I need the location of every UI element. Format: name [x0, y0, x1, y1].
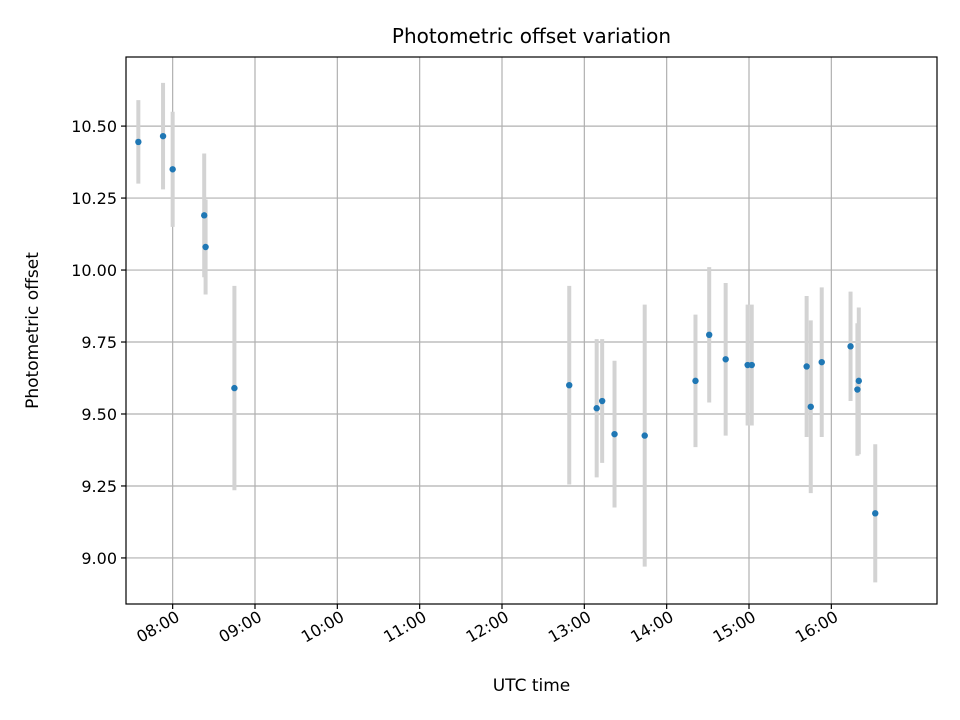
data-point: [706, 331, 713, 339]
y-tick-label: 10.50: [71, 117, 117, 136]
data-point: [231, 384, 238, 392]
y-tick-label: 9.75: [81, 333, 117, 352]
y-axis-label: Photometric offset: [23, 252, 43, 409]
y-tick-label: 10.00: [71, 261, 117, 280]
data-point: [641, 432, 648, 439]
data-point: [807, 403, 814, 410]
data-point: [611, 430, 618, 438]
data-point: [159, 132, 167, 140]
data-point: [593, 405, 600, 412]
data-point: [855, 377, 862, 385]
data-point: [854, 386, 861, 393]
y-axis: 9.00 9.25 9.50 9.75 10.00 10.25 10.50: [71, 117, 126, 568]
y-tick-label: 9.00: [81, 549, 117, 568]
data-point: [201, 212, 208, 219]
chart-title: Photometric offset variation: [392, 24, 671, 48]
data-point: [598, 397, 606, 405]
data-point: [872, 510, 879, 517]
data-point: [202, 243, 209, 251]
plot-frame: [125, 56, 938, 605]
y-tick-label: 9.25: [81, 477, 117, 496]
y-tick-label: 10.25: [71, 189, 117, 208]
data-point: [692, 377, 699, 385]
data-point: [135, 138, 142, 146]
data-point: [748, 361, 755, 369]
data-point: [847, 343, 854, 350]
grid: [126, 57, 937, 604]
x-axis-label: UTC time: [493, 676, 571, 696]
data-point: [722, 356, 729, 363]
y-tick-label: 9.50: [81, 405, 117, 424]
data-point: [818, 358, 825, 366]
data-point: [566, 382, 573, 389]
data-points: [135, 132, 879, 517]
data-point: [169, 166, 176, 173]
data-point: [803, 363, 810, 370]
